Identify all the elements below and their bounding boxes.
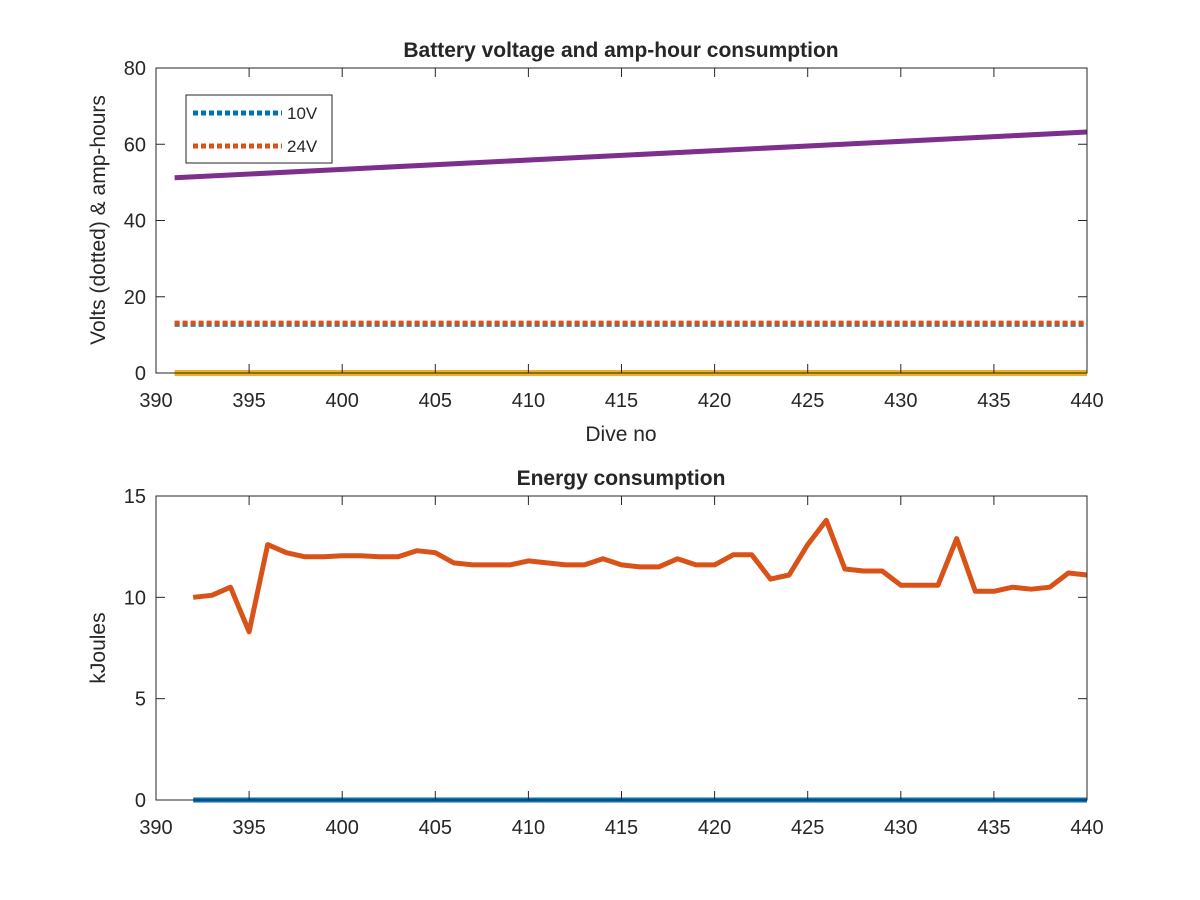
energy-consumption-x-tick-label: 400 bbox=[326, 817, 359, 839]
energy-consumption-x-tick-label: 435 bbox=[977, 817, 1010, 839]
battery-voltage-chart-title: Battery voltage and amp-hour consumption bbox=[403, 39, 838, 62]
battery-voltage-y-tick-label: 0 bbox=[135, 363, 146, 385]
battery-voltage-x-axis-label: Dive no bbox=[585, 423, 656, 446]
energy-consumption-y-tick-label: 5 bbox=[135, 689, 146, 711]
battery-voltage-x-tick-label: 440 bbox=[1070, 390, 1103, 412]
battery-voltage-x-tick-label: 395 bbox=[232, 390, 265, 412]
battery-voltage-x-tick-label: 415 bbox=[605, 390, 638, 412]
energy-consumption-axes: 390 395 400 405 410 415 420 425 430 435 440051015 … bbox=[87, 467, 1104, 839]
energy-consumption-y-tick-label: 0 bbox=[135, 790, 146, 812]
battery-voltage-y-tick-label: 80 bbox=[124, 58, 146, 80]
legend-label-24v: 24V bbox=[287, 137, 318, 156]
battery-voltage-x-tick-label: 435 bbox=[977, 390, 1010, 412]
battery-voltage-tick-layer: 390 395 400 405 410 415 420 425 430 435 440 0 20 40 60… bbox=[124, 58, 1104, 412]
energy-consumption-chart-title: Energy consumption bbox=[517, 467, 726, 490]
battery-voltage-x-tick-label: 390 bbox=[139, 390, 172, 412]
energy-consumption-x-tick-label: 395 bbox=[232, 817, 265, 839]
battery-voltage-axes: 390 395 400 405 410 415 420 425 430 435 440 0 20 40 60… bbox=[87, 39, 1104, 446]
energy-consumption-series-line-1 bbox=[192, 517, 1088, 635]
legend-box bbox=[185, 94, 333, 164]
energy-consumption-x-tick-label: 440 bbox=[1070, 817, 1103, 839]
battery-voltage-legend: 10V 24V bbox=[185, 94, 333, 164]
legend-label-10v: 10V bbox=[287, 104, 318, 123]
energy-consumption-tick-layer: 390 395 400 405 410 415 420 425 430 435 440 0 5 10 15 bbox=[124, 486, 1104, 839]
battery-voltage-x-tick-label: 400 bbox=[326, 390, 359, 412]
battery-voltage-y-axis-label: Volts (dotted) & amp-hours bbox=[87, 95, 110, 345]
battery-voltage-x-tick-label: 425 bbox=[791, 390, 824, 412]
energy-consumption-x-tick-label: 415 bbox=[605, 817, 638, 839]
energy-consumption-y-tick-label: 15 bbox=[124, 486, 146, 508]
battery-voltage-y-tick-label: 60 bbox=[124, 134, 146, 156]
energy-consumption-y-tick-label: 10 bbox=[124, 587, 146, 609]
energy-consumption-x-tick-label: 405 bbox=[419, 817, 452, 839]
battery-voltage-x-tick-label: 405 bbox=[419, 390, 452, 412]
energy-consumption-x-tick-label: 390 bbox=[139, 817, 172, 839]
battery-voltage-series-line-4 bbox=[174, 129, 1088, 181]
energy-consumption-x-tick-label: 420 bbox=[698, 817, 731, 839]
energy-consumption-plot-area bbox=[156, 496, 1087, 800]
battery-voltage-x-tick-label: 410 bbox=[512, 390, 545, 412]
energy-consumption-x-tick-label: 430 bbox=[884, 817, 917, 839]
energy-consumption-y-axis-label: kJoules bbox=[87, 612, 110, 683]
battery-voltage-y-tick-label: 40 bbox=[124, 211, 146, 233]
battery-voltage-x-tick-label: 430 bbox=[884, 390, 917, 412]
energy-consumption-x-tick-label: 410 bbox=[512, 817, 545, 839]
energy-consumption-x-tick-label: 425 bbox=[791, 817, 824, 839]
battery-voltage-y-tick-label: 20 bbox=[124, 287, 146, 309]
battery-voltage-x-tick-label: 420 bbox=[698, 390, 731, 412]
